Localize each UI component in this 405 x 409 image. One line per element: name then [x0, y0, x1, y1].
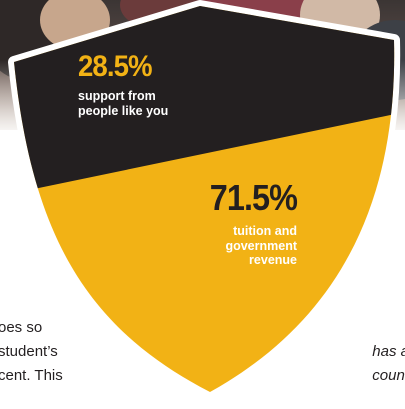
tuition-percent: 71.5% [209, 177, 298, 218]
support-caption-line2: people like you [78, 104, 169, 118]
body-left-line: cent. This [0, 367, 63, 384]
body-right-line: count [372, 367, 405, 384]
tuition-caption-line3: revenue [249, 253, 297, 267]
support-percent: 28.5% [78, 50, 153, 83]
body-right-line: has a [372, 343, 405, 360]
tuition-caption-line2: government [225, 238, 297, 253]
body-text-right: f has a count [339, 316, 405, 388]
body-right-line: f [339, 316, 405, 340]
tuition-caption: tuition and government revenue [157, 224, 297, 268]
body-text-left: oes so student’s cent. This [0, 316, 108, 388]
support-caption-line1: support from [78, 89, 156, 103]
support-caption: support from people like you [78, 89, 218, 119]
body-left-line: student’s [0, 343, 58, 360]
slice-support [14, 6, 395, 196]
body-left-line: oes so [0, 319, 43, 336]
tuition-caption-line1: tuition and [233, 224, 297, 238]
